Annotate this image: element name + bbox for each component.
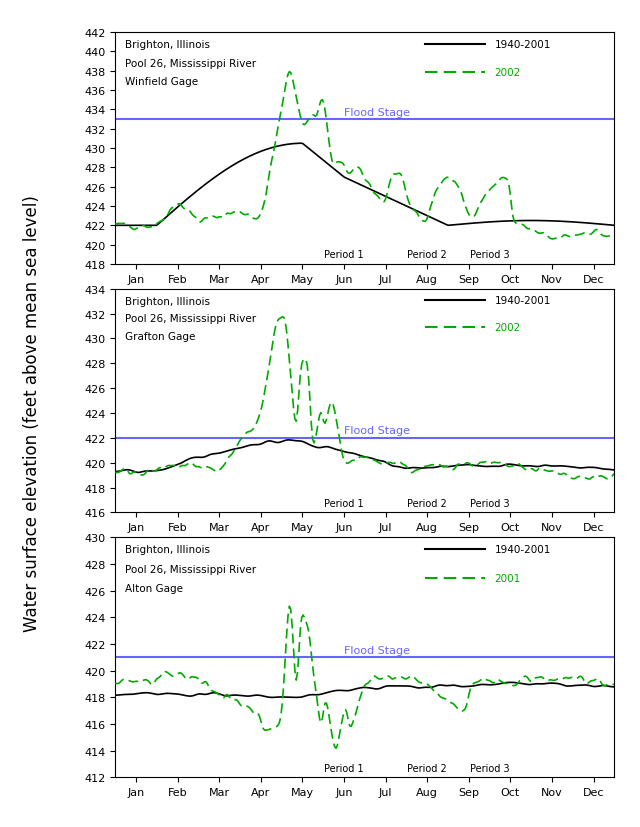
Text: Period 3: Period 3 <box>470 499 509 509</box>
Text: Pool 26, Mississippi River: Pool 26, Mississippi River <box>125 59 256 69</box>
Text: Period 1: Period 1 <box>324 250 364 260</box>
Text: Period 3: Period 3 <box>470 762 509 772</box>
Text: Flood Stage: Flood Stage <box>344 645 410 655</box>
Text: Period 2: Period 2 <box>407 250 447 260</box>
Text: Pool 26, Mississippi River: Pool 26, Mississippi River <box>125 564 256 574</box>
Text: Brighton, Illinois: Brighton, Illinois <box>125 296 210 306</box>
Text: Winfield Gage: Winfield Gage <box>125 77 198 87</box>
Text: Flood Stage: Flood Stage <box>344 426 410 436</box>
Text: Period 2: Period 2 <box>407 762 447 772</box>
Text: 2001: 2001 <box>495 573 521 583</box>
Text: Period 3: Period 3 <box>470 250 509 260</box>
Text: Grafton Gage: Grafton Gage <box>125 332 196 342</box>
Text: 2002: 2002 <box>495 68 521 78</box>
Text: Pool 26, Mississippi River: Pool 26, Mississippi River <box>125 314 256 324</box>
Text: Period 1: Period 1 <box>324 499 364 509</box>
Text: Water surface elevation (feet above mean sea level): Water surface elevation (feet above mean… <box>23 195 41 632</box>
Text: Period 1: Period 1 <box>324 762 364 772</box>
Text: Period 2: Period 2 <box>407 499 447 509</box>
Text: 1940-2001: 1940-2001 <box>495 40 551 50</box>
Text: Flood Stage: Flood Stage <box>344 108 410 118</box>
Text: 1940-2001: 1940-2001 <box>495 295 551 306</box>
Text: 1940-2001: 1940-2001 <box>495 544 551 555</box>
Text: Brighton, Illinois: Brighton, Illinois <box>125 545 210 555</box>
Text: 2002: 2002 <box>495 323 521 332</box>
Text: Brighton, Illinois: Brighton, Illinois <box>125 40 210 50</box>
Text: Alton Gage: Alton Gage <box>125 583 183 593</box>
